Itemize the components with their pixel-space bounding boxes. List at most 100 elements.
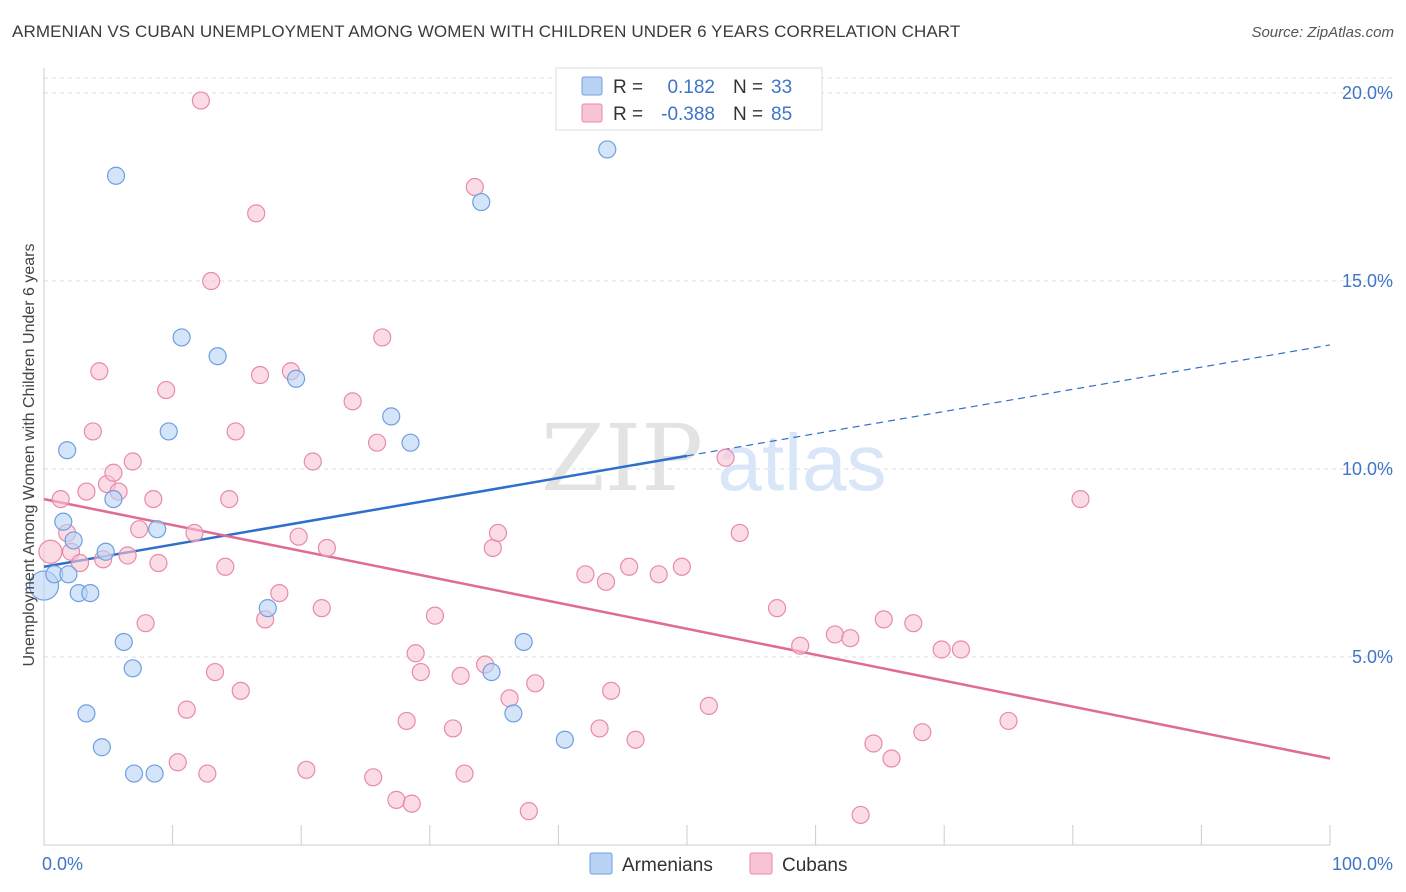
cuban-point <box>387 790 406 809</box>
cuban-point <box>443 719 463 738</box>
cuban-point <box>104 463 123 482</box>
armenian-point <box>555 730 574 749</box>
cuban-point <box>716 448 735 467</box>
cuban-point <box>455 764 474 783</box>
cuban-point <box>767 599 787 618</box>
y-tick-label: 15.0% <box>1342 271 1393 291</box>
cuban-point <box>649 565 668 584</box>
cuban-point <box>373 328 392 347</box>
cuban-point <box>406 644 425 663</box>
grid-lines <box>44 77 1393 658</box>
armenian-point <box>81 583 100 603</box>
armenian-point <box>92 738 111 757</box>
armenian-point <box>59 565 78 584</box>
cuban-point <box>699 696 718 715</box>
axes <box>43 68 1331 846</box>
cuban-point <box>157 380 176 400</box>
cuban-point <box>51 489 70 509</box>
armenian-point <box>96 542 115 561</box>
armenian-point <box>482 662 501 682</box>
cuban-point <box>672 557 691 576</box>
cuban-point <box>620 557 639 576</box>
cuban-point <box>317 538 337 558</box>
cuban-point <box>289 527 308 546</box>
legend-n-label: N = <box>733 77 763 98</box>
armenian-point <box>598 140 617 159</box>
legend-r-value: 0.182 <box>667 77 715 98</box>
cuban-point <box>851 805 870 825</box>
cuban-point <box>602 681 621 700</box>
cuban-point <box>526 674 545 693</box>
cuban-point <box>596 572 616 591</box>
cuban-point <box>144 489 163 509</box>
y-tick-label: 20.0% <box>1342 83 1393 103</box>
data-points <box>28 91 1090 825</box>
cuban-point <box>168 753 187 772</box>
cuban-point <box>367 433 387 452</box>
cuban-point <box>250 365 270 385</box>
cuban-point <box>951 640 971 659</box>
cuban-point <box>343 392 362 411</box>
cuban-point <box>402 794 421 813</box>
x-tick-label: 0.0% <box>42 854 83 874</box>
legend-n-label: N = <box>733 104 763 125</box>
cuban-point <box>864 734 883 753</box>
cuban-point <box>904 614 923 633</box>
cuban-point <box>70 553 90 573</box>
y-tick-labels: 5.0% 10.0% 15.0% 20.0% <box>1342 83 1393 667</box>
armenian-point <box>504 704 523 723</box>
y-tick-label: 10.0% <box>1342 459 1393 479</box>
cuban-point <box>198 764 217 783</box>
cuban-point <box>191 91 210 110</box>
cuban-point <box>297 760 316 779</box>
cubans-trend-line <box>43 497 1331 760</box>
armenian-point <box>104 489 123 509</box>
cuban-point <box>841 629 860 648</box>
cuban-point <box>312 599 331 618</box>
armenian-point <box>77 704 96 723</box>
cuban-point <box>226 422 245 441</box>
armenian-point <box>148 520 167 539</box>
armenian-point <box>106 166 126 185</box>
armenian-point <box>145 764 164 783</box>
armenian-point <box>401 433 420 452</box>
bottom-legend-swatch-cubans <box>749 852 773 875</box>
armenian-point <box>159 422 178 441</box>
armenian-point <box>123 659 142 678</box>
cuban-point <box>205 662 225 682</box>
x-tick-label: 100.0% <box>1332 854 1393 874</box>
bottom-legend-label-cubans: Cubans <box>782 855 848 876</box>
cuban-point <box>83 422 102 441</box>
cuban-point <box>364 768 383 787</box>
cuban-point <box>202 271 221 291</box>
cuban-point <box>874 610 893 629</box>
armenian-point <box>286 369 306 388</box>
cuban-point <box>123 452 142 471</box>
legend-swatch-cubans <box>581 103 603 123</box>
cuban-point <box>999 711 1018 731</box>
bottom-legend-label-armenians: Armenians <box>622 855 713 876</box>
source-label: Source: ZipAtlas.com <box>1251 24 1394 41</box>
legend-swatch-armenians <box>581 76 603 96</box>
armenian-point <box>124 764 144 783</box>
cuban-point <box>451 666 470 685</box>
cuban-point <box>626 730 645 749</box>
legend-box: R = 0.182 N = 33 R = -0.388 N = 85 <box>555 67 823 131</box>
cuban-point <box>590 719 609 738</box>
cuban-point <box>825 625 844 644</box>
cuban-point <box>1071 489 1090 509</box>
armenian-point <box>382 407 401 426</box>
cuban-point <box>247 204 266 223</box>
watermark: ZIP atlas <box>541 405 887 512</box>
cuban-point <box>216 557 235 576</box>
armenian-point <box>208 347 227 366</box>
legend-r-label: R = <box>613 104 643 125</box>
bottom-legend-swatch-armenians <box>589 852 613 875</box>
cuban-point <box>730 523 749 543</box>
armenian-point <box>64 531 83 550</box>
cuban-point <box>932 640 951 659</box>
cuban-point <box>231 681 250 700</box>
y-axis-title: Unemployment Among Women with Children U… <box>21 243 38 666</box>
armenian-point <box>258 599 277 618</box>
